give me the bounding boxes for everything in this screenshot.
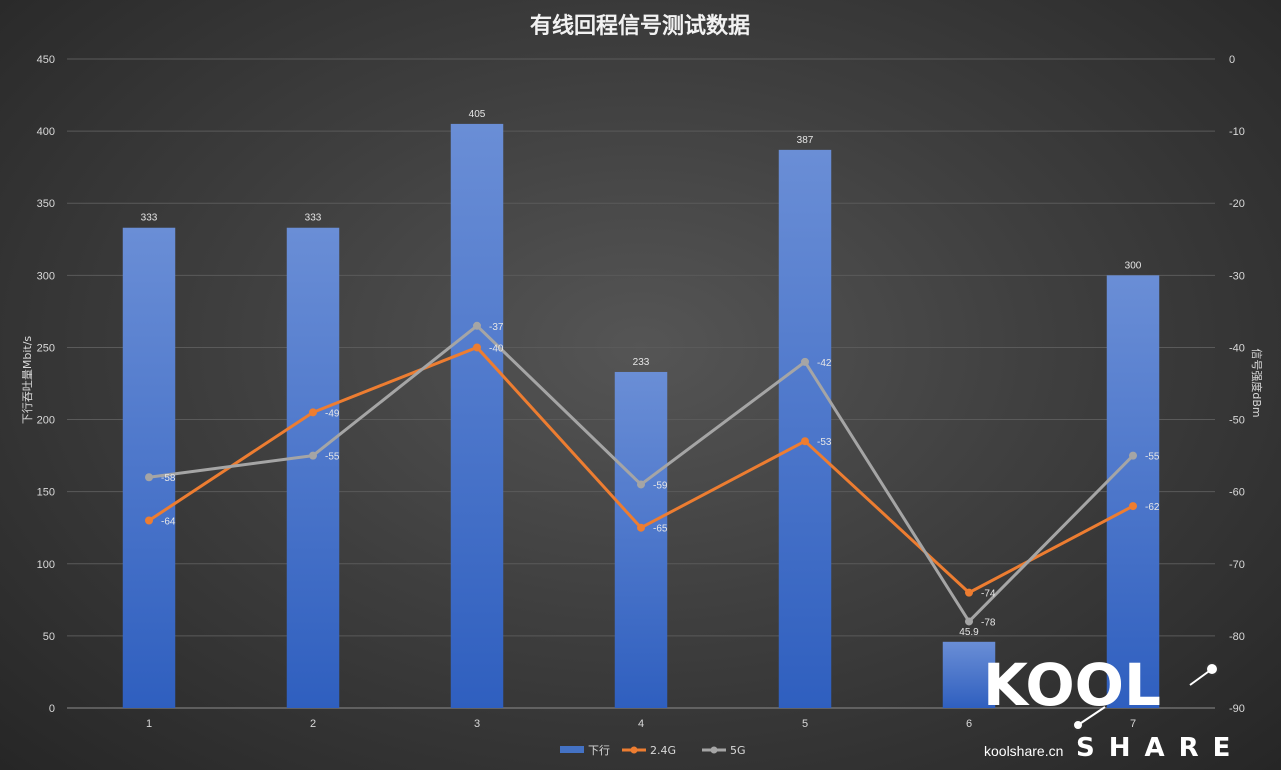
line-point [473, 321, 481, 330]
watermark-share-text: SHARE [1076, 733, 1244, 763]
x-tick: 6 [966, 718, 972, 730]
y-left-tick: 400 [37, 126, 55, 138]
x-tick: 4 [638, 718, 644, 730]
y-left-tick: 200 [37, 415, 55, 427]
line-point [965, 617, 973, 626]
line-series [145, 321, 1137, 626]
line-data-label: -65 [653, 524, 668, 535]
line-point [309, 408, 317, 417]
y-right-tick: -20 [1229, 198, 1245, 210]
kool-logo: KOOL [983, 655, 1219, 731]
right-axis-label: 信号强度dBm [1250, 348, 1264, 417]
kool-logo-text: KOOL [983, 655, 1161, 719]
left-axis-label: 下行吞吐量Mbit/s [21, 336, 34, 425]
legend-label: 2.4G [650, 744, 676, 757]
line-data-label: -64 [161, 517, 176, 528]
bar-series [122, 123, 1160, 709]
line-data-label: -55 [325, 452, 340, 463]
y-left-tick: 0 [49, 703, 55, 715]
legend: 下行 2.4G 5G [560, 744, 746, 757]
logo-link-icon [1189, 668, 1213, 686]
y-left-tick: 100 [37, 559, 55, 571]
line-point [309, 451, 317, 460]
y-right-tick: -40 [1229, 342, 1245, 354]
y-left-tick: 300 [37, 270, 55, 282]
y-right-tick: -60 [1229, 487, 1245, 499]
bar [450, 123, 504, 708]
line-data-label: -55 [1145, 452, 1160, 463]
bar-data-label: 333 [141, 213, 158, 224]
legend-swatch-marker [710, 746, 718, 754]
line-point [1129, 451, 1137, 460]
legend-label: 5G [730, 744, 746, 757]
y-right-tick: -90 [1229, 703, 1245, 715]
y-right-tick: -70 [1229, 559, 1245, 571]
x-tick: 1 [146, 718, 152, 730]
y-left-tick: 250 [37, 342, 55, 354]
y-right-tick: -80 [1229, 631, 1245, 643]
logo-link-icon [1077, 706, 1106, 726]
bar-data-label: 45.9 [959, 627, 979, 638]
y-left-tick: 450 [37, 54, 55, 66]
bar [942, 641, 996, 708]
bar-data-label: 387 [797, 135, 814, 146]
y-left-tick: 150 [37, 487, 55, 499]
line-data-label: -74 [981, 589, 996, 600]
legend-swatch-marker [630, 746, 638, 754]
line-point [801, 437, 809, 446]
legend-swatch-bar [560, 746, 584, 753]
line-data-label: -37 [489, 322, 504, 333]
legend-label: 下行 [588, 744, 610, 757]
y-left-tick: 50 [43, 631, 55, 643]
x-tick: 5 [802, 718, 808, 730]
line-point [145, 473, 153, 482]
line-point [801, 357, 809, 366]
bar [122, 227, 176, 709]
koolshare-watermark: KOOL koolshare.cn SHARE [983, 655, 1244, 763]
watermark-site: koolshare.cn [984, 743, 1063, 759]
line-point [145, 516, 153, 525]
line-point [637, 480, 645, 489]
bar-data-label: 333 [305, 213, 322, 224]
y-right-tick: -30 [1229, 270, 1245, 282]
line-data-label: -62 [1145, 502, 1160, 513]
x-tick: 2 [310, 718, 316, 730]
y-right-tick: -50 [1229, 415, 1245, 427]
line-data-label: -53 [817, 437, 832, 448]
bar-data-label: 405 [469, 109, 486, 120]
line-data-label: -49 [325, 408, 340, 419]
line-data-label: -42 [817, 358, 832, 369]
y-left-tick: 350 [37, 198, 55, 210]
bar [778, 149, 832, 709]
x-axis-ticks: 1 2 3 4 5 6 7 [146, 718, 1136, 730]
bar [1106, 275, 1160, 708]
chart-title: 有线回程信号测试数据 [530, 13, 750, 39]
line-data-label: -78 [981, 617, 996, 628]
bar-data-label: 233 [633, 357, 650, 368]
bar [286, 227, 340, 709]
bar [614, 371, 668, 708]
left-axis-ticks: 0 50 100 150 200 250 300 350 400 450 [37, 54, 55, 715]
right-axis-ticks: -90 -80 -70 -60 -50 -40 -30 -20 -10 0 [1229, 54, 1245, 715]
line-point [965, 588, 973, 597]
line-data-label: -40 [489, 343, 504, 354]
line-point [637, 523, 645, 532]
x-tick: 7 [1130, 718, 1136, 730]
line-data-label: -58 [161, 473, 176, 484]
line-point [473, 343, 481, 352]
data-labels: 333 333 405 233 387 45.9 300 -64 -49 -40 -65 -53 -74… [141, 109, 1160, 638]
x-tick: 3 [474, 718, 480, 730]
bar-data-label: 300 [1125, 260, 1142, 271]
line-point [1129, 502, 1137, 511]
y-right-tick: 0 [1229, 54, 1235, 66]
y-right-tick: -10 [1229, 126, 1245, 138]
line-data-label: -59 [653, 480, 668, 491]
